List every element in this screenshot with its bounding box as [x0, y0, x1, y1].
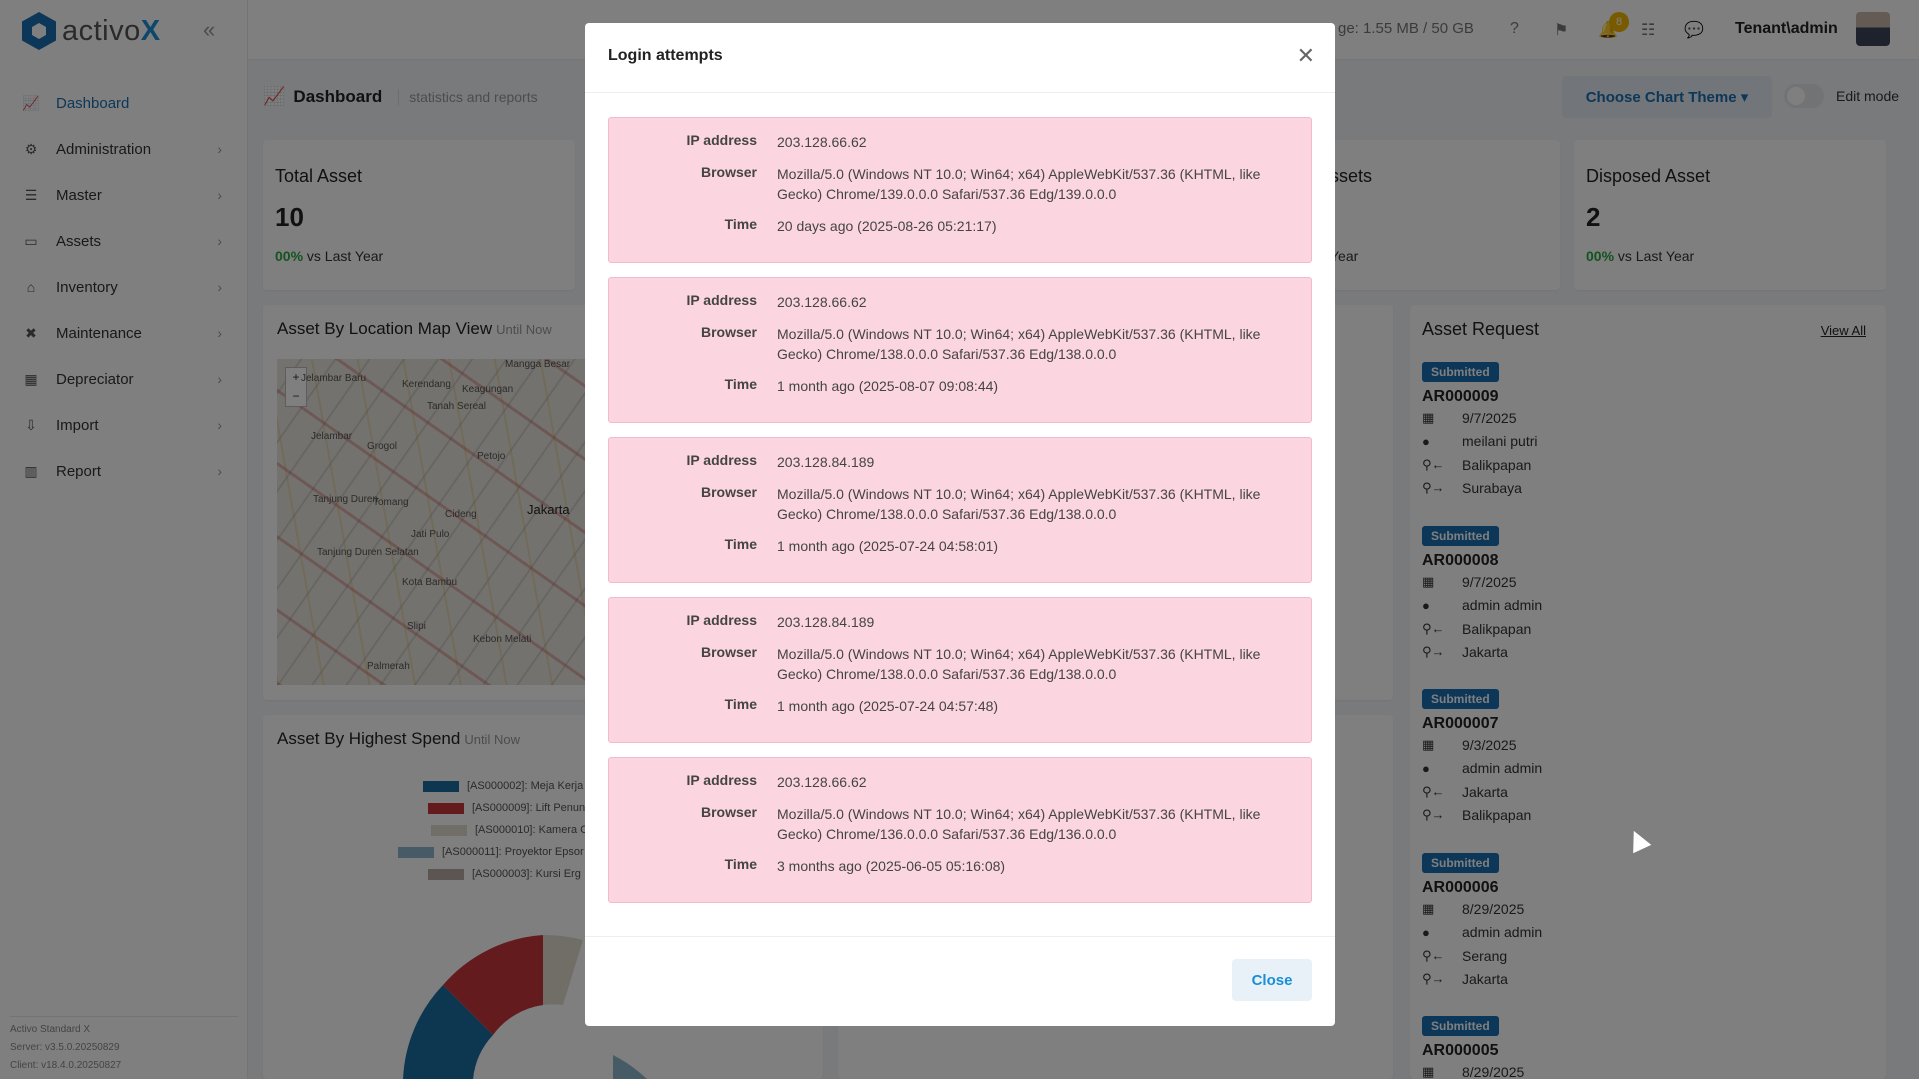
time-value: 1 month ago (2025-07-24 04:58:01): [777, 538, 999, 554]
ip-label: IP address: [686, 132, 757, 148]
login-attempts-modal: Login attempts ✕ IP address 203.128.66.62…: [585, 23, 1335, 1026]
modal-title: Login attempts: [608, 47, 723, 64]
browser-label: Browser: [700, 804, 757, 820]
time-value: 3 months ago (2025-06-05 05:16:08): [777, 858, 1006, 874]
time-value: 1 month ago (2025-07-24 04:57:48): [777, 698, 999, 714]
close-button[interactable]: Close: [1232, 959, 1312, 1001]
ip-value: 203.128.66.62: [777, 774, 867, 790]
time-value: 1 month ago (2025-08-07 09:08:44): [777, 378, 999, 394]
browser-label: Browser: [700, 644, 757, 660]
ip-label: IP address: [686, 612, 757, 628]
browser-value: Mozilla/5.0 (Windows NT 10.0; Win64; x64…: [777, 806, 1261, 842]
ip-value: 203.128.84.189: [777, 454, 875, 470]
ip-label: IP address: [686, 452, 757, 468]
login-attempt-card: IP address 203.128.84.189 Browser Mozilla/…: [608, 437, 1312, 583]
browser-value: Mozilla/5.0 (Windows NT 10.0; Win64; x64…: [777, 326, 1261, 362]
time-label: Time: [724, 696, 757, 712]
ip-label: IP address: [686, 292, 757, 308]
time-label: Time: [724, 536, 757, 552]
login-attempt-card: IP address 203.128.66.62 Browser Mozilla/5…: [608, 117, 1312, 263]
modal-footer: Close: [585, 936, 1335, 1026]
time-value: 20 days ago (2025-08-26 05:21:17): [777, 218, 997, 234]
ip-value: 203.128.84.189: [777, 614, 875, 630]
browser-label: Browser: [700, 484, 757, 500]
time-label: Time: [724, 376, 757, 392]
browser-value: Mozilla/5.0 (Windows NT 10.0; Win64; x64…: [777, 646, 1261, 682]
browser-value: Mozilla/5.0 (Windows NT 10.0; Win64; x64…: [777, 486, 1261, 522]
ip-value: 203.128.66.62: [777, 134, 867, 150]
time-label: Time: [724, 216, 757, 232]
login-attempt-card: IP address 203.128.84.189 Browser Mozilla/…: [608, 597, 1312, 743]
close-icon[interactable]: ✕: [1296, 43, 1315, 68]
ip-value: 203.128.66.62: [777, 294, 867, 310]
browser-value: Mozilla/5.0 (Windows NT 10.0; Win64; x64…: [777, 166, 1261, 202]
login-attempt-card: IP address 203.128.66.62 Browser Mozilla/5…: [608, 277, 1312, 423]
login-attempt-card: IP address 203.128.66.62 Browser Mozilla/5…: [608, 757, 1312, 903]
modal-header: Login attempts ✕: [585, 23, 1335, 93]
ip-label: IP address: [686, 772, 757, 788]
browser-label: Browser: [700, 324, 757, 340]
browser-label: Browser: [700, 164, 757, 180]
time-label: Time: [724, 856, 757, 872]
